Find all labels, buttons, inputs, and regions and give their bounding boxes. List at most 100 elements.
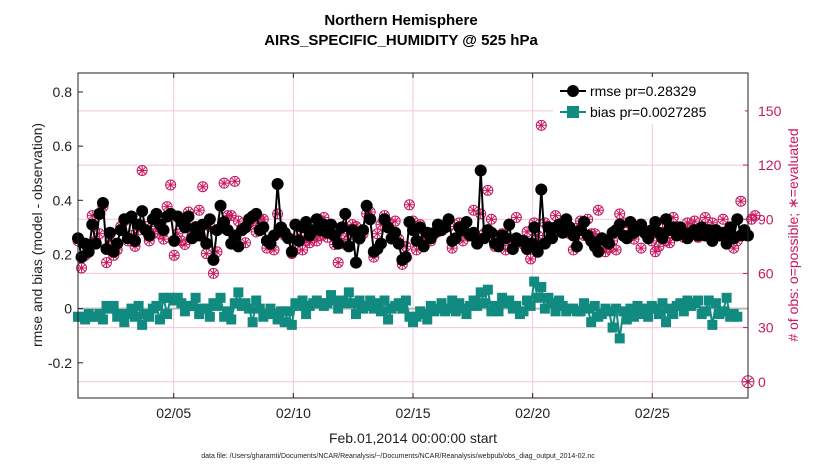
x-tick-label: 02/10 [276,405,311,421]
bias-point [482,284,493,295]
rmse-point [399,251,412,264]
bias-series [73,276,743,344]
bias-point [283,306,294,317]
bias-point [340,298,351,309]
bias-point [668,309,679,320]
bias-point [126,303,137,314]
rmse-point [346,224,359,237]
bias-point [457,303,468,314]
rmse-point [285,245,298,258]
bias-point [422,314,433,325]
rmse-point [442,213,455,226]
bias-point [97,314,108,325]
y-left-tick-label: 0.4 [53,192,73,208]
bias-point [172,292,183,303]
obs-evaluated-point [219,178,230,189]
rmse-point [200,237,213,250]
bias-point [211,300,222,311]
bias-point [368,303,379,314]
y-right-tick-label: 0 [758,374,766,390]
bias-point [226,314,237,325]
bias-point [400,295,411,306]
rmse-point [342,240,355,253]
rmse-point [232,240,245,253]
rmse-point [292,234,305,247]
bias-point [628,311,639,322]
rmse-point [357,224,370,237]
obs-evaluated-point [689,216,700,227]
obs-evaluated-point [611,244,622,255]
bias-point [432,303,443,314]
bias-point [589,300,600,311]
bias-point [404,311,415,322]
bias-point [493,306,504,317]
bias-point [301,309,312,320]
bias-point [596,309,607,320]
bias-point [475,287,486,298]
bias-point [194,309,205,320]
rmse-point [570,240,583,253]
obs-evaluated-point [101,257,112,268]
bias-point [550,306,561,317]
bias-point [279,317,290,328]
bias-point [154,314,165,325]
rmse-point [389,226,402,239]
rmse-point [528,221,541,234]
rmse-point [89,237,102,250]
bias-point [625,303,636,314]
bias-point [525,300,536,311]
bias-point [710,298,721,309]
y-axis-left-label: rmse and bias (model - observation) [29,123,45,347]
bias-point [546,298,557,309]
bias-point [497,292,508,303]
bias-point [276,306,287,317]
obs-evaluated-point [201,248,212,259]
bias-point [682,295,693,306]
y-left-tick-label: 0.2 [53,246,73,262]
bias-point [222,306,233,317]
bias-point [329,295,340,306]
rmse-point [649,215,662,228]
obs-evaluated-point [475,208,486,219]
bias-point [554,295,565,306]
rmse-point [349,256,362,269]
obs-evaluated-point [297,244,308,255]
bias-point [657,298,668,309]
bias-point [621,314,632,325]
rmse-point [449,232,462,245]
bias-point [486,306,497,317]
rmse-point [271,178,284,191]
data-file-footer: data file: /Users/gharamti/Documents/NCA… [201,453,595,460]
bias-point [326,290,337,301]
rmse-point [467,226,480,239]
bias-point [614,333,625,344]
rmse-point [603,237,616,250]
bias-point [539,303,550,314]
y-axis-right-ticks: 0 30 60 90 120 150 [743,103,782,390]
rmse-point [592,245,605,258]
bias-point [297,295,308,306]
obs-evaluated-point [718,214,729,225]
obs-evaluated-point [333,257,344,268]
bias-point [272,314,283,325]
obs-evaluated-point [750,210,761,221]
rmse-point [624,215,637,228]
bias-point [130,311,141,322]
bias-point [536,281,547,292]
bias-point [732,311,743,322]
rmse-point [82,245,95,258]
bias-point [604,306,615,317]
bias-point [119,317,130,328]
rmse-point [268,229,281,242]
bias-point [465,300,476,311]
bias-point [251,295,262,306]
chart-title-line1: Northern Hemisphere [324,12,477,29]
bias-point [397,303,408,314]
bias-point [350,309,361,320]
bias-point [254,303,265,314]
bias-point [504,295,515,306]
bias-point [215,292,226,303]
y-right-tick-label: 120 [758,157,782,173]
rmse-point [392,237,405,250]
